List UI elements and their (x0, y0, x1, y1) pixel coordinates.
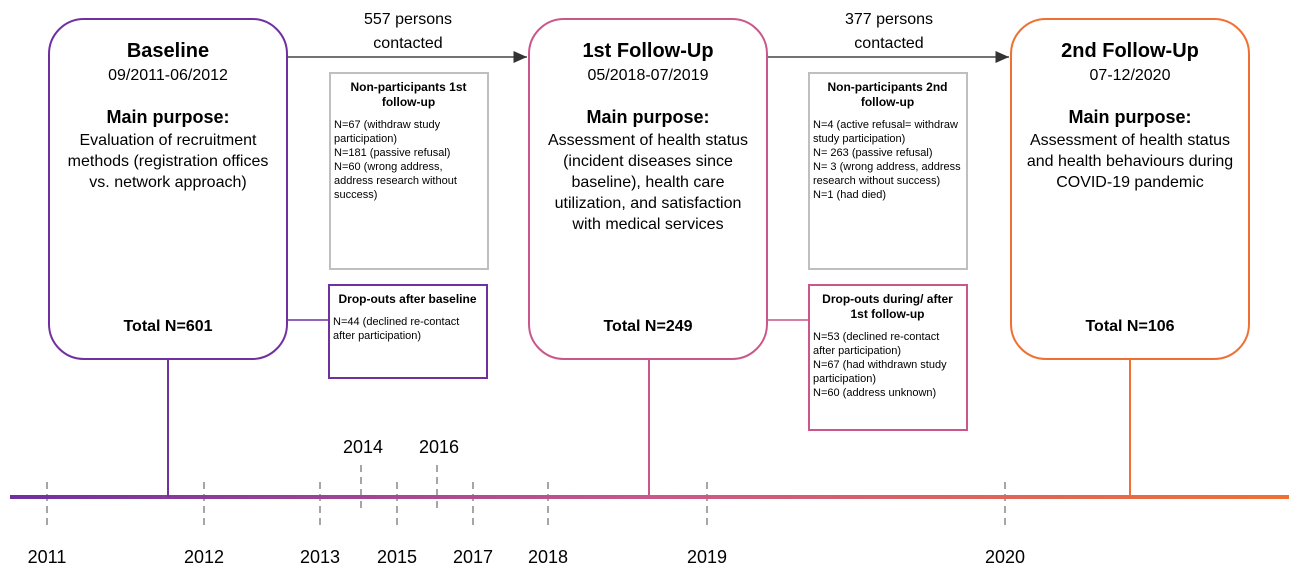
box-item: N= 3 (wrong address, address research wi… (813, 161, 961, 187)
year-label: 2017 (452, 547, 494, 567)
contact-label: 557 persons contacted (363, 11, 453, 52)
year-ticks (46, 465, 1006, 530)
year-label: 2019 (686, 547, 728, 567)
stage-box: 2nd Follow-Up 07-12/2020 Main purpose: A… (1010, 18, 1250, 360)
stage-title: 1st Follow-Up (582, 40, 714, 62)
year-label: 2016 (418, 437, 460, 457)
stage-dates: 07-12/2020 (1089, 67, 1171, 84)
stage-dates: 09/2011-06/2012 (108, 67, 228, 84)
box-item: N=44 (declined re-contact after particip… (333, 316, 460, 342)
year-label: 2018 (527, 547, 569, 567)
box-item: N=4 (active refusal= withdraw study part… (813, 119, 958, 145)
purpose: Assessment of health status (incident di… (547, 132, 749, 233)
box-item: N=60 (address unknown) (813, 387, 937, 399)
box-title: Non-participants 2nd follow-up (827, 80, 948, 109)
stage-dates: 05/2018-07/2019 (587, 67, 709, 84)
box-title: Drop-outs during/ after 1st follow-up (822, 292, 953, 321)
box-item: N=60 (wrong address, address research wi… (334, 161, 457, 201)
contact-label: 377 persons contacted (844, 11, 934, 52)
non-participants-box: Non-participants 2nd follow-up N=4 (acti… (808, 72, 968, 270)
purpose-label: Main purpose: (586, 107, 710, 127)
box-item: N=67 (withdraw study participation) (334, 119, 441, 145)
year-label: 2013 (299, 547, 341, 567)
purpose: Evaluation of recruitment methods (regis… (67, 132, 269, 191)
box-item: N=67 (had withdrawn study participation) (813, 359, 947, 385)
purpose: Assessment of health status and health b… (1026, 132, 1234, 191)
purpose-label: Main purpose: (1068, 107, 1192, 127)
total: Total N=106 (1085, 318, 1175, 335)
purpose-label: Main purpose: (106, 107, 230, 127)
box-item: N=181 (passive refusal) (334, 147, 451, 159)
year-label: 2020 (984, 547, 1026, 567)
total: Total N=249 (603, 318, 693, 335)
stage-title: Baseline (126, 40, 210, 62)
year-label: 2014 (342, 437, 384, 457)
stage-box: Baseline 09/2011-06/2012 Main purpose: E… (48, 18, 288, 360)
dropouts-box: Drop-outs after baseline N=44 (declined … (328, 284, 488, 379)
box-item: N= 263 (passive refusal) (813, 147, 933, 159)
box-item: N=53 (declined re-contact after particip… (813, 331, 940, 357)
year-label: 2015 (376, 547, 418, 567)
box-title: Non-participants 1st follow-up (350, 80, 467, 109)
box-item: N=1 (had died) (813, 189, 887, 201)
dropouts-box: Drop-outs during/ after 1st follow-up N=… (808, 284, 968, 431)
stage-box: 1st Follow-Up 05/2018-07/2019 Main purpo… (528, 18, 768, 360)
year-label: 2011 (27, 547, 67, 567)
non-participants-box: Non-participants 1st follow-up N=67 (wit… (329, 72, 489, 270)
year-label: 2012 (183, 547, 225, 567)
total: Total N=601 (123, 318, 213, 335)
box-title: Drop-outs after baseline (338, 292, 477, 306)
stage-title: 2nd Follow-Up (1061, 40, 1199, 62)
